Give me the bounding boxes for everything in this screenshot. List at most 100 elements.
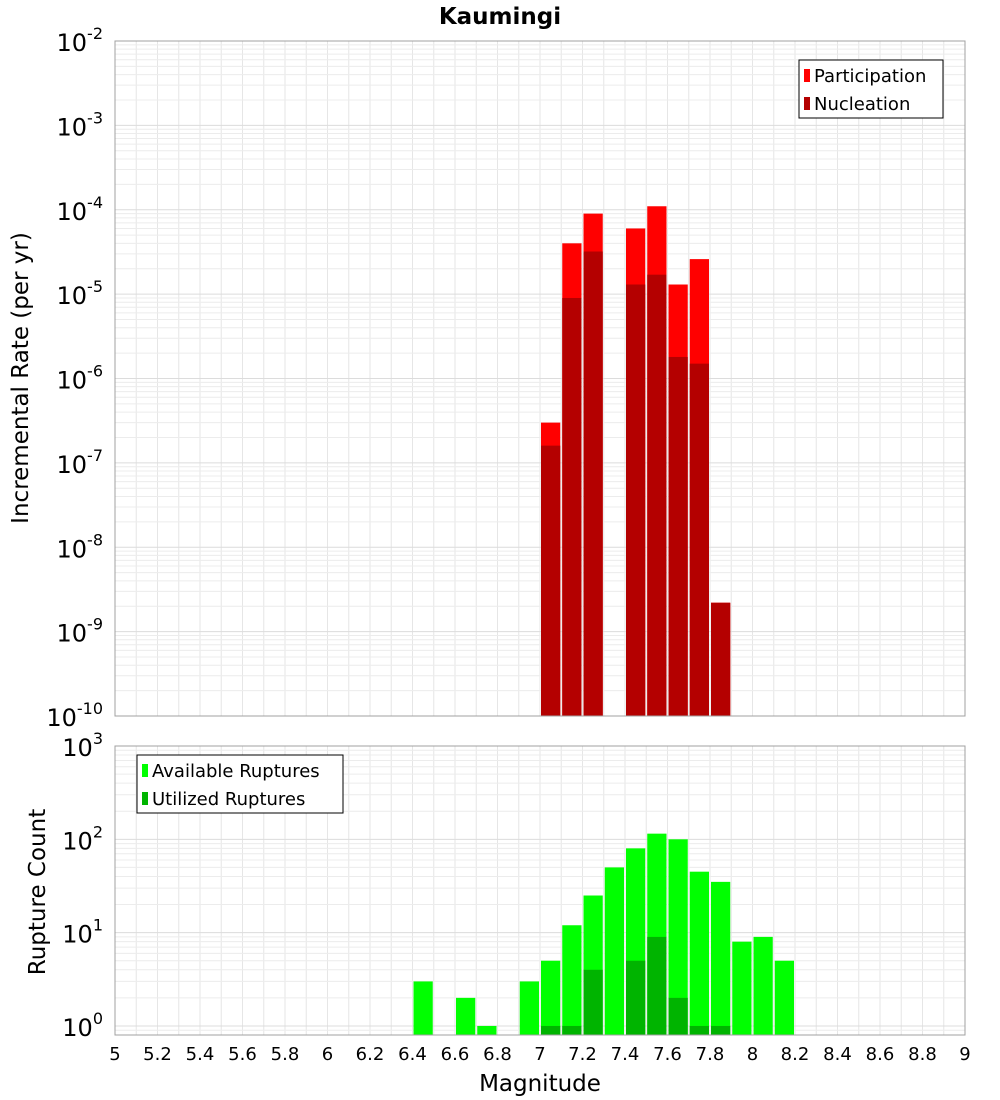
y-tick-label: 10-5: [57, 277, 104, 310]
legend-label: Available Ruptures: [152, 761, 320, 782]
bar: [689, 871, 709, 1035]
x-tick-label: 8: [747, 1044, 758, 1065]
bar: [604, 867, 624, 1035]
bar: [689, 363, 709, 716]
bar: [413, 981, 433, 1035]
y-tick-exponent: -10: [77, 699, 103, 718]
legend-label: Utilized Ruptures: [152, 789, 305, 810]
bar: [711, 602, 731, 716]
rate-panel: 10-1010-910-810-710-610-510-410-310-2Inc…: [8, 24, 966, 732]
y-tick-exponent: -7: [87, 446, 103, 465]
series-nucleation: [541, 251, 731, 716]
y-tick-label: 101: [62, 916, 103, 949]
y-tick-exponent: -2: [87, 24, 103, 43]
x-tick-label: 5.8: [271, 1044, 300, 1065]
legend-swatch: [804, 69, 810, 82]
bar: [583, 251, 603, 716]
bar: [562, 1025, 582, 1035]
y-axis-label: Incremental Rate (per yr): [8, 232, 34, 524]
bar: [647, 274, 667, 716]
y-tick-label: 103: [62, 729, 103, 762]
y-tick-base: 10: [57, 451, 88, 479]
y-tick-exponent: -6: [87, 362, 103, 381]
bar: [541, 1025, 561, 1035]
y-tick-base: 10: [57, 198, 88, 226]
bar: [668, 356, 688, 716]
y-tick-exponent: -8: [87, 530, 103, 549]
x-tick-label: 8.8: [908, 1044, 937, 1065]
x-tick-label: 8.2: [781, 1044, 810, 1065]
bar: [626, 960, 646, 1035]
y-tick-exponent: 3: [93, 729, 103, 748]
legend-box: [798, 59, 944, 119]
x-tick-label: 7.6: [653, 1044, 682, 1065]
bar: [477, 1025, 497, 1035]
y-tick-exponent: -9: [87, 615, 103, 634]
bar: [668, 839, 688, 1035]
y-tick-label: 10-2: [57, 24, 104, 57]
y-tick-base: 10: [57, 535, 88, 563]
bar: [583, 969, 603, 1035]
x-tick-label: 9: [959, 1044, 970, 1065]
x-tick-label: 7: [534, 1044, 545, 1065]
bar: [689, 1025, 709, 1035]
y-tick-label: 10-9: [57, 615, 104, 648]
bar: [626, 284, 646, 716]
x-tick-label: 7.2: [568, 1044, 597, 1065]
x-tick-label: 6.4: [398, 1044, 427, 1065]
plot-frame: [114, 745, 966, 1036]
legend: Participation Nucleation: [798, 59, 944, 119]
series-utilized-ruptures: [541, 936, 731, 1035]
bar: [647, 936, 667, 1035]
legend-label: Participation: [814, 66, 926, 87]
legend-box: [136, 754, 344, 814]
y-tick-base: 10: [46, 704, 77, 732]
x-tick-label: 8.6: [866, 1044, 895, 1065]
y-tick-label: 10-7: [57, 446, 104, 479]
y-tick-label: 10-4: [57, 193, 104, 226]
x-tick-label: 7.4: [611, 1044, 640, 1065]
bar: [774, 960, 794, 1035]
y-tick-label: 10-3: [57, 108, 104, 141]
y-axis-label: Rupture Count: [25, 809, 51, 975]
y-tick-label: 100: [62, 1009, 103, 1042]
x-axis: 5 5.2 5.4 5.6 5.8 6 6.2 6.4 6.6 6.8 7 7.2 7.4 7.6 7.8 8…: [109, 1044, 970, 1065]
x-tick-label: 5.4: [186, 1044, 215, 1065]
legend-swatch: [804, 97, 810, 110]
x-tick-label: 5.6: [228, 1044, 257, 1065]
y-tick-label: 10-8: [57, 530, 104, 563]
y-tick-exponent: 2: [93, 822, 103, 841]
bar: [711, 1025, 731, 1035]
x-axis-label: Magnitude: [479, 1071, 601, 1097]
y-tick-base: 10: [57, 282, 88, 310]
y-tick-exponent: -3: [87, 108, 103, 127]
legend-swatch: [142, 792, 148, 805]
x-tick-label: 8.4: [823, 1044, 852, 1065]
y-tick-exponent: 1: [93, 916, 103, 935]
bar: [753, 936, 773, 1035]
bar: [456, 997, 476, 1035]
legend-swatch: [142, 764, 148, 777]
x-tick-label: 5: [109, 1044, 120, 1065]
y-tick-exponent: 0: [93, 1009, 103, 1028]
bar: [732, 941, 752, 1035]
legend: Available Ruptures Utilized Ruptures: [136, 754, 344, 814]
bar: [562, 925, 582, 1035]
grid: [114, 41, 966, 717]
x-tick-label: 6.2: [356, 1044, 385, 1065]
y-tick-exponent: -4: [87, 193, 103, 212]
y-tick-base: 10: [62, 1014, 93, 1042]
legend-label: Nucleation: [814, 94, 910, 115]
y-tick-base: 10: [57, 620, 88, 648]
bar: [668, 997, 688, 1035]
series-available-ruptures: [413, 833, 794, 1035]
y-tick-base: 10: [57, 29, 88, 57]
bar: [562, 297, 582, 716]
bar: [711, 881, 731, 1035]
x-tick-label: 6: [322, 1044, 333, 1065]
plot-frame: [114, 40, 966, 717]
y-tick-base: 10: [62, 827, 93, 855]
